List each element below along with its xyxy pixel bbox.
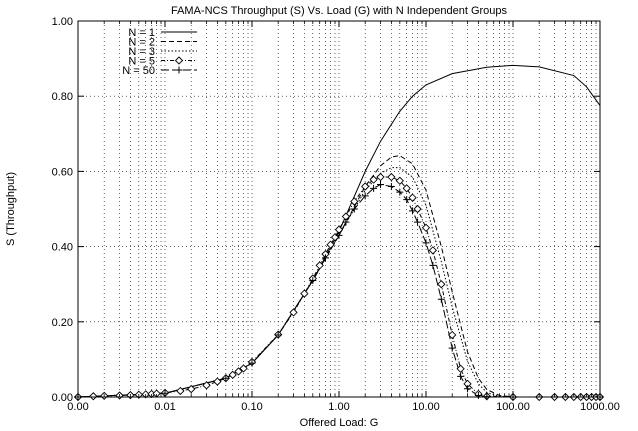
legend-marker <box>175 66 183 74</box>
y-tick-label: 0.40 <box>52 242 73 254</box>
legend-label: N = 5 <box>128 56 155 68</box>
y-tick-label: 0.60 <box>52 166 73 178</box>
data-point <box>234 367 243 376</box>
legend-label: N = 50 <box>122 65 155 77</box>
data-point <box>421 223 431 232</box>
data-point <box>377 181 385 189</box>
data-point <box>437 280 446 289</box>
data-point <box>408 193 417 202</box>
data-point <box>395 176 404 185</box>
data-point <box>309 276 317 284</box>
data-point <box>202 381 211 390</box>
data-point <box>409 207 417 215</box>
data-point <box>361 192 369 200</box>
x-axis-label: Offered Load: G <box>300 417 379 429</box>
data-point <box>413 204 422 214</box>
data-point <box>300 289 309 298</box>
x-tick-label: 0.00 <box>67 401 88 413</box>
data-point <box>335 231 343 239</box>
x-tick-label: 1.00 <box>328 401 349 413</box>
data-point <box>376 172 385 182</box>
data-point <box>387 182 395 190</box>
data-point <box>176 386 185 396</box>
legend-label: N = 3 <box>128 46 155 58</box>
y-tick-label: 0.00 <box>52 392 73 404</box>
data-point <box>448 344 456 352</box>
x-tick-label: 0.10 <box>241 401 262 413</box>
data-point <box>428 246 438 255</box>
data-point <box>213 377 222 386</box>
data-point <box>402 184 411 193</box>
y-tick-label: 0.20 <box>52 317 73 329</box>
data-point <box>437 295 445 303</box>
data-point <box>448 330 457 340</box>
data-point <box>239 364 248 373</box>
y-axis-ticks: 0.00 0.20 0.40 0.60 0.80 1.00 <box>52 16 600 404</box>
data-point <box>403 196 411 204</box>
data-point <box>350 205 358 213</box>
data-point <box>322 254 330 262</box>
data-point <box>187 384 196 394</box>
legend-label: N = 2 <box>128 37 155 49</box>
x-tick-label: 100.00 <box>496 401 530 413</box>
data-point <box>248 359 256 367</box>
data-point <box>342 218 350 226</box>
data-point <box>228 370 237 379</box>
data-point <box>387 172 396 182</box>
data-point <box>457 372 465 380</box>
x-tick-label: 10.00 <box>412 401 440 413</box>
data-point <box>429 261 437 269</box>
legend: N = 1N = 2N = 3N = 5N = 50 <box>122 27 197 77</box>
grid-lines <box>78 21 600 397</box>
data-point <box>289 308 298 317</box>
chart-title: FAMA-NCS Throughput (S) Vs. Load (G) wit… <box>171 5 508 17</box>
series-line-4 <box>77 176 600 398</box>
data-point <box>414 218 422 226</box>
series-line-3 <box>77 167 600 398</box>
data-point <box>89 392 98 401</box>
data-markers <box>73 172 605 402</box>
data-point <box>464 385 472 393</box>
data-point <box>369 175 378 184</box>
data-point <box>361 182 370 191</box>
series-line-2 <box>77 155 600 398</box>
data-point <box>222 374 230 382</box>
data-point <box>456 364 465 373</box>
data-point <box>396 188 404 196</box>
legend-marker <box>174 56 184 65</box>
data-point <box>370 184 378 192</box>
data-point <box>315 261 324 270</box>
y-axis-label: S (Throughput) <box>5 172 17 246</box>
data-point <box>350 197 359 206</box>
x-tick-label: 1000.00 <box>580 401 620 413</box>
x-tick-label: 0.01 <box>154 401 175 413</box>
legend-label: N = 1 <box>128 27 155 39</box>
data-point <box>422 239 430 247</box>
data-point <box>274 331 282 339</box>
y-tick-label: 0.80 <box>52 91 73 103</box>
data-point <box>326 240 335 249</box>
y-tick-label: 1.00 <box>52 16 73 28</box>
x-axis-ticks: 0.00 0.01 0.10 1.00 10.00 100.00 1000.00 <box>67 21 620 413</box>
